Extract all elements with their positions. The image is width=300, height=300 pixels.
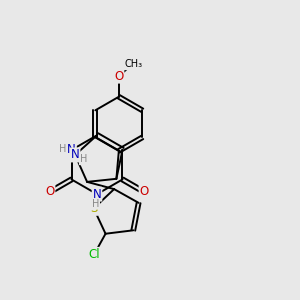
- Text: H: H: [59, 143, 66, 154]
- Text: O: O: [45, 185, 55, 199]
- Text: Cl: Cl: [88, 248, 100, 261]
- Text: N: N: [71, 148, 80, 161]
- Text: S: S: [90, 202, 98, 215]
- Text: CH₃: CH₃: [124, 59, 142, 69]
- Text: H: H: [92, 199, 99, 209]
- Text: H: H: [80, 154, 87, 164]
- Text: O: O: [140, 185, 149, 199]
- Text: N: N: [93, 188, 101, 201]
- Text: N: N: [67, 143, 76, 157]
- Text: O: O: [114, 70, 123, 83]
